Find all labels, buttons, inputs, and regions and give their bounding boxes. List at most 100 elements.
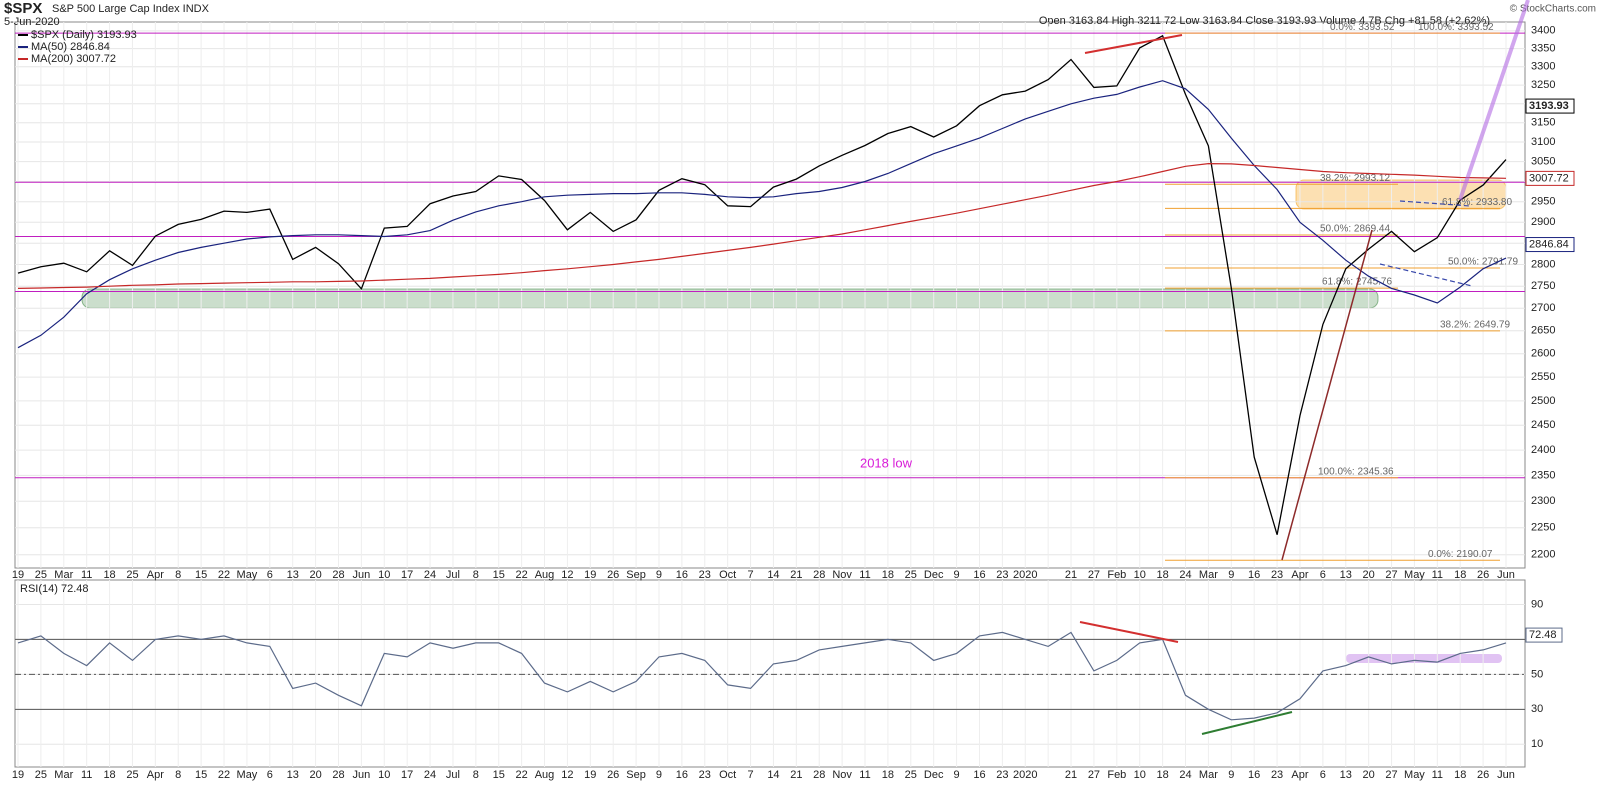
- series-line: [17, 631, 1507, 721]
- x-tick-label: 8: [175, 769, 181, 781]
- y-tick-label: 2500: [1531, 395, 1555, 407]
- x-tick-label: 8: [175, 569, 181, 581]
- x-tick-label: Jun: [353, 769, 371, 781]
- x-tick-label: 27: [1088, 769, 1100, 781]
- y-tick-label: 2800: [1531, 258, 1555, 270]
- series-line: [17, 162, 1507, 289]
- x-tick-label: 13: [287, 769, 299, 781]
- y-tick-label: 30: [1531, 703, 1543, 715]
- x-tick-label: Jul: [446, 569, 460, 581]
- x-tick-label: 11: [81, 569, 92, 581]
- fib-label: 50.0%: 2791.79: [1448, 257, 1518, 268]
- x-tick-label: 28: [813, 569, 825, 581]
- x-tick-label: May: [1404, 569, 1425, 581]
- x-tick-label: 6: [267, 569, 273, 581]
- x-tick-label: Aug: [535, 569, 555, 581]
- y-tick-label: 2700: [1531, 302, 1555, 314]
- x-tick-label: 7: [747, 569, 753, 581]
- x-tick-label: 11: [1432, 769, 1443, 781]
- y-tick-label: 3400: [1531, 25, 1555, 37]
- x-tick-label: 24: [1179, 769, 1191, 781]
- y-tick-label: 2550: [1531, 371, 1555, 383]
- x-tick-label: Jun: [1497, 569, 1515, 581]
- x-tick-label: 23: [1271, 769, 1283, 781]
- rsi-divergence-line: [1079, 621, 1179, 643]
- x-tick-label: 8: [473, 569, 479, 581]
- last-value-label: 72.48: [1529, 629, 1557, 641]
- x-tick-label: 18: [103, 769, 115, 781]
- x-tick-label: 6: [267, 769, 273, 781]
- x-tick-label: 25: [905, 769, 917, 781]
- x-tick-label: 21: [790, 569, 802, 581]
- x-tick-label: 19: [12, 569, 24, 581]
- x-tick-label: 25: [126, 569, 138, 581]
- x-tick-label: May: [237, 569, 258, 581]
- dashed-trend: [1399, 200, 1471, 207]
- x-tick-label: 27: [1385, 569, 1397, 581]
- x-tick-label: Jun: [353, 569, 371, 581]
- x-tick-label: Apr: [1291, 569, 1308, 581]
- x-tick-label: 26: [607, 569, 619, 581]
- x-tick-label: 26: [607, 769, 619, 781]
- x-tick-label: 20: [309, 769, 321, 781]
- x-tick-label: 18: [1454, 569, 1466, 581]
- x-tick-label: 6: [1320, 569, 1326, 581]
- x-tick-label: 9: [954, 569, 960, 581]
- x-tick-label: 20: [309, 569, 321, 581]
- y-tick-label: 50: [1531, 668, 1543, 680]
- x-tick-label: 15: [493, 769, 505, 781]
- x-tick-label: 18: [1156, 569, 1168, 581]
- x-tick-label: Oct: [719, 569, 736, 581]
- ticker: $SPX: [4, 0, 42, 17]
- x-tick-label: 18: [1454, 769, 1466, 781]
- x-tick-label: 21: [1065, 769, 1077, 781]
- x-tick-label: 28: [813, 769, 825, 781]
- x-tick-label: 16: [676, 569, 688, 581]
- x-tick-label: 16: [1248, 569, 1260, 581]
- x-tick-label: Nov: [832, 569, 852, 581]
- fib-label: 0.0%: 3393.52: [1330, 22, 1395, 33]
- x-tick-label: 24: [1179, 569, 1191, 581]
- x-tick-label: 6: [1320, 769, 1326, 781]
- x-tick-label: 17: [401, 569, 413, 581]
- x-tick-label: Sep: [626, 769, 646, 781]
- x-tick-label: 23: [699, 569, 711, 581]
- x-tick-label: 17: [401, 769, 413, 781]
- x-tick-label: Dec: [924, 569, 944, 581]
- x-tick-label: 22: [218, 769, 230, 781]
- trend-line: [1281, 229, 1373, 561]
- y-tick-label: 3300: [1531, 61, 1555, 73]
- x-tick-label: Feb: [1107, 769, 1126, 781]
- x-tick-label: 22: [516, 569, 528, 581]
- x-tick-label: 22: [516, 769, 528, 781]
- x-tick-label: 26: [1477, 569, 1489, 581]
- y-tick-label: 90: [1531, 598, 1543, 610]
- x-tick-label: Mar: [54, 769, 73, 781]
- y-tick-label: 2600: [1531, 348, 1555, 360]
- x-tick-label: 13: [1340, 569, 1352, 581]
- legend-label: $SPX (Daily) 3193.93: [31, 29, 137, 41]
- x-tick-label: 25: [126, 769, 138, 781]
- plot-layer: 2200225023002350240024502500255026002650…: [12, 22, 1575, 781]
- x-tick-label: 25: [35, 769, 47, 781]
- x-tick-label: 12: [561, 769, 573, 781]
- index-name: S&P 500 Large Cap Index INDX: [52, 3, 210, 15]
- legend-label: MA(200) 3007.72: [31, 53, 116, 65]
- last-value-label: 3007.72: [1529, 172, 1569, 184]
- x-tick-label: 15: [195, 569, 207, 581]
- rsi-divergence-line: [1201, 711, 1293, 735]
- x-tick-label: Mar: [1199, 769, 1218, 781]
- x-tick-label: 27: [1088, 569, 1100, 581]
- y-tick-label: 2200: [1531, 549, 1555, 561]
- x-tick-label: 28: [332, 569, 344, 581]
- price-panel: [14, 21, 1526, 569]
- y-tick-label: 2950: [1531, 196, 1555, 208]
- x-tick-label: 18: [882, 569, 894, 581]
- last-value-box: [1525, 170, 1575, 186]
- x-tick-label: 11: [1432, 569, 1443, 581]
- last-value-box: [1525, 237, 1575, 253]
- x-tick-label: 21: [790, 769, 802, 781]
- y-tick-label: 2350: [1531, 469, 1555, 481]
- x-tick-label: 14: [767, 769, 779, 781]
